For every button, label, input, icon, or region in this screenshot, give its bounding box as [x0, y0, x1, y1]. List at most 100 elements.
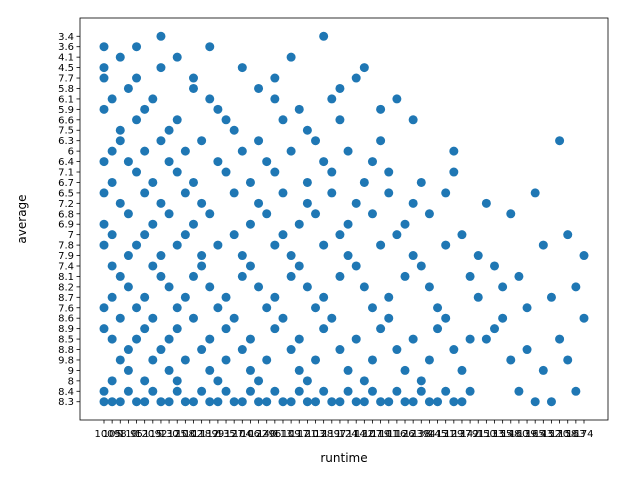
- point: [205, 397, 215, 407]
- y-tick-label: 7.1: [58, 168, 74, 179]
- x-tick-label: 163: [566, 429, 585, 440]
- x-tick-label: 165: [526, 429, 545, 440]
- y-tick-label: 8.1: [58, 272, 74, 283]
- point: [351, 397, 361, 407]
- point: [140, 104, 150, 114]
- point: [319, 386, 329, 396]
- point: [408, 334, 418, 344]
- point: [335, 230, 345, 240]
- y-tick-label: 7.6: [58, 303, 74, 314]
- point: [490, 261, 500, 271]
- point: [319, 240, 329, 250]
- point: [132, 167, 142, 177]
- point: [99, 63, 109, 73]
- point: [107, 376, 117, 386]
- point: [188, 219, 198, 229]
- point: [367, 157, 377, 167]
- x-tick-label: 91: [472, 429, 485, 440]
- point: [140, 324, 150, 334]
- x-tick-label: 129: [444, 429, 463, 440]
- point: [188, 83, 198, 93]
- x-tick-label: 155: [493, 429, 512, 440]
- x-tick-label: 133: [485, 429, 504, 440]
- point: [327, 94, 337, 104]
- point: [99, 240, 109, 250]
- point: [302, 282, 312, 292]
- x-axis-label: runtime: [320, 451, 367, 465]
- x-tick-label: 100: [94, 429, 113, 440]
- x-tick-label: 120: [135, 429, 154, 440]
- x-tick-label: 139: [518, 429, 537, 440]
- y-tick-label: 6.3: [58, 136, 74, 147]
- point: [188, 313, 198, 323]
- x-tick-label: 114: [347, 429, 366, 440]
- point: [213, 240, 223, 250]
- point: [278, 188, 288, 198]
- point: [254, 198, 264, 208]
- point: [294, 334, 304, 344]
- point: [245, 177, 255, 187]
- point: [180, 355, 190, 365]
- point: [506, 355, 516, 365]
- x-tick-label: 123: [404, 429, 423, 440]
- point: [473, 251, 483, 261]
- y-tick-label: 9: [68, 366, 74, 377]
- x-tick-label: 142: [461, 429, 480, 440]
- point: [172, 167, 182, 177]
- point: [302, 177, 312, 187]
- y-tick-label: 8.3: [58, 397, 74, 408]
- y-tick-label: 7.9: [58, 251, 74, 262]
- point: [172, 324, 182, 334]
- point: [254, 397, 264, 407]
- point: [107, 261, 117, 271]
- point: [319, 157, 329, 167]
- point: [302, 376, 312, 386]
- y-tick-label: 8.7: [58, 293, 74, 304]
- point: [457, 365, 467, 375]
- point: [416, 261, 426, 271]
- point: [245, 365, 255, 375]
- point: [229, 313, 239, 323]
- point: [213, 397, 223, 407]
- point: [441, 386, 451, 396]
- axes-frame: [79, 17, 609, 421]
- point: [221, 386, 231, 396]
- point: [335, 345, 345, 355]
- x-tick-label: 158: [558, 429, 577, 440]
- x-tick-label: 148: [501, 429, 520, 440]
- x-tick-label: 97: [334, 429, 347, 440]
- point: [498, 282, 508, 292]
- point: [400, 271, 410, 281]
- y-tick-label: 6.4: [58, 157, 74, 168]
- y-tick-label: 6.7: [58, 178, 74, 189]
- y-tick-label: 3.6: [58, 42, 74, 53]
- point: [270, 167, 280, 177]
- y-tick-label: 6.6: [58, 115, 74, 126]
- point: [115, 271, 125, 281]
- point: [107, 292, 117, 302]
- point: [579, 251, 589, 261]
- point: [123, 157, 133, 167]
- point: [107, 397, 117, 407]
- point: [99, 157, 109, 167]
- x-tick-label: 105: [103, 429, 122, 440]
- point: [367, 386, 377, 396]
- point: [164, 157, 174, 167]
- point: [319, 324, 329, 334]
- plot-area: [80, 18, 608, 420]
- y-tick-label: 8.5: [58, 335, 74, 346]
- y-tick-label: 9.8: [58, 355, 74, 366]
- point: [254, 83, 264, 93]
- point: [107, 146, 117, 156]
- point: [115, 397, 125, 407]
- x-tick-label: 145: [428, 429, 447, 440]
- y-tick-label: 7.4: [58, 261, 74, 272]
- point: [392, 94, 402, 104]
- x-tick-label: 122: [249, 429, 268, 440]
- point: [286, 271, 296, 281]
- point: [343, 251, 353, 261]
- point: [449, 167, 459, 177]
- point: [172, 376, 182, 386]
- x-tick-label: 110: [119, 429, 138, 440]
- point: [359, 397, 369, 407]
